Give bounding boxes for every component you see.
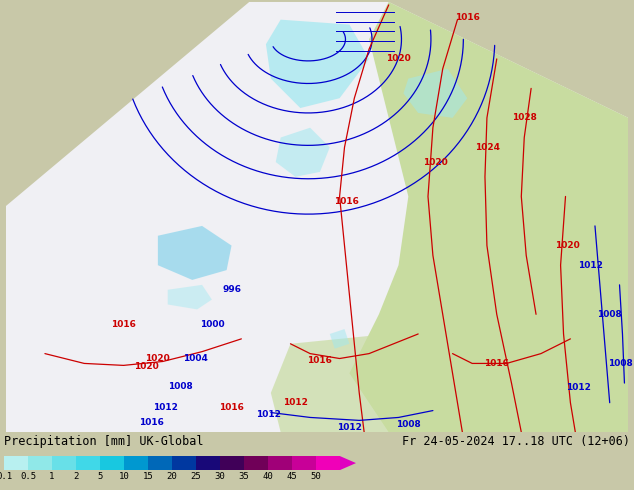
Text: 1028: 1028 — [512, 113, 537, 122]
Text: 1024: 1024 — [476, 143, 500, 152]
Bar — [76, 456, 100, 470]
Text: 1016: 1016 — [334, 197, 359, 206]
Text: 2: 2 — [74, 472, 79, 481]
Text: 1008: 1008 — [396, 420, 421, 429]
Bar — [196, 456, 220, 470]
Text: 25: 25 — [191, 472, 202, 481]
Bar — [4, 456, 28, 470]
Text: 30: 30 — [215, 472, 225, 481]
Polygon shape — [340, 456, 356, 470]
Text: 1012: 1012 — [256, 410, 281, 419]
Polygon shape — [266, 20, 369, 108]
Bar — [268, 456, 292, 470]
Text: 1012: 1012 — [283, 398, 308, 407]
Polygon shape — [403, 69, 467, 118]
Bar — [100, 456, 124, 470]
Polygon shape — [158, 226, 231, 280]
Text: 20: 20 — [167, 472, 178, 481]
Text: 50: 50 — [311, 472, 321, 481]
Bar — [124, 456, 148, 470]
Text: 1016: 1016 — [219, 403, 244, 412]
Text: 5: 5 — [97, 472, 103, 481]
Text: 1016: 1016 — [455, 13, 480, 22]
Text: 1016: 1016 — [111, 319, 136, 329]
Text: 0.1: 0.1 — [0, 472, 12, 481]
Bar — [316, 456, 340, 470]
Polygon shape — [168, 285, 212, 309]
Text: 1020: 1020 — [134, 362, 158, 371]
Text: Fr 24-05-2024 17..18 UTC (12+06): Fr 24-05-2024 17..18 UTC (12+06) — [402, 435, 630, 448]
Polygon shape — [271, 334, 428, 432]
Text: 1012: 1012 — [578, 261, 602, 270]
Text: 1008: 1008 — [597, 310, 622, 319]
Bar — [28, 456, 52, 470]
Text: 1020: 1020 — [386, 54, 411, 63]
Bar — [148, 456, 172, 470]
Text: 0.5: 0.5 — [20, 472, 36, 481]
Text: 1012: 1012 — [566, 384, 591, 392]
Text: 1016: 1016 — [139, 418, 164, 427]
Text: 45: 45 — [287, 472, 297, 481]
Text: 1: 1 — [49, 472, 55, 481]
Text: 1004: 1004 — [183, 354, 208, 363]
Text: 1012: 1012 — [337, 423, 362, 432]
Text: 1008: 1008 — [608, 359, 633, 368]
Text: 1008: 1008 — [168, 382, 193, 391]
Text: 1012: 1012 — [153, 403, 178, 412]
Text: 1020: 1020 — [555, 241, 580, 250]
Text: 1020: 1020 — [146, 354, 171, 363]
Polygon shape — [349, 2, 628, 432]
Bar — [172, 456, 196, 470]
Bar — [220, 456, 244, 470]
Text: 996: 996 — [222, 285, 241, 294]
Text: 35: 35 — [238, 472, 249, 481]
Text: 1020: 1020 — [424, 158, 448, 167]
Text: 10: 10 — [119, 472, 129, 481]
Text: Precipitation [mm] UK-Global: Precipitation [mm] UK-Global — [4, 435, 204, 448]
Bar — [244, 456, 268, 470]
Polygon shape — [276, 128, 330, 177]
Text: 15: 15 — [143, 472, 153, 481]
Bar — [292, 456, 316, 470]
Polygon shape — [6, 2, 628, 432]
Text: 1016: 1016 — [307, 356, 332, 365]
Bar — [52, 456, 76, 470]
Text: 40: 40 — [262, 472, 273, 481]
Text: 1000: 1000 — [200, 319, 224, 329]
Text: 1016: 1016 — [484, 359, 509, 368]
Polygon shape — [330, 329, 349, 349]
